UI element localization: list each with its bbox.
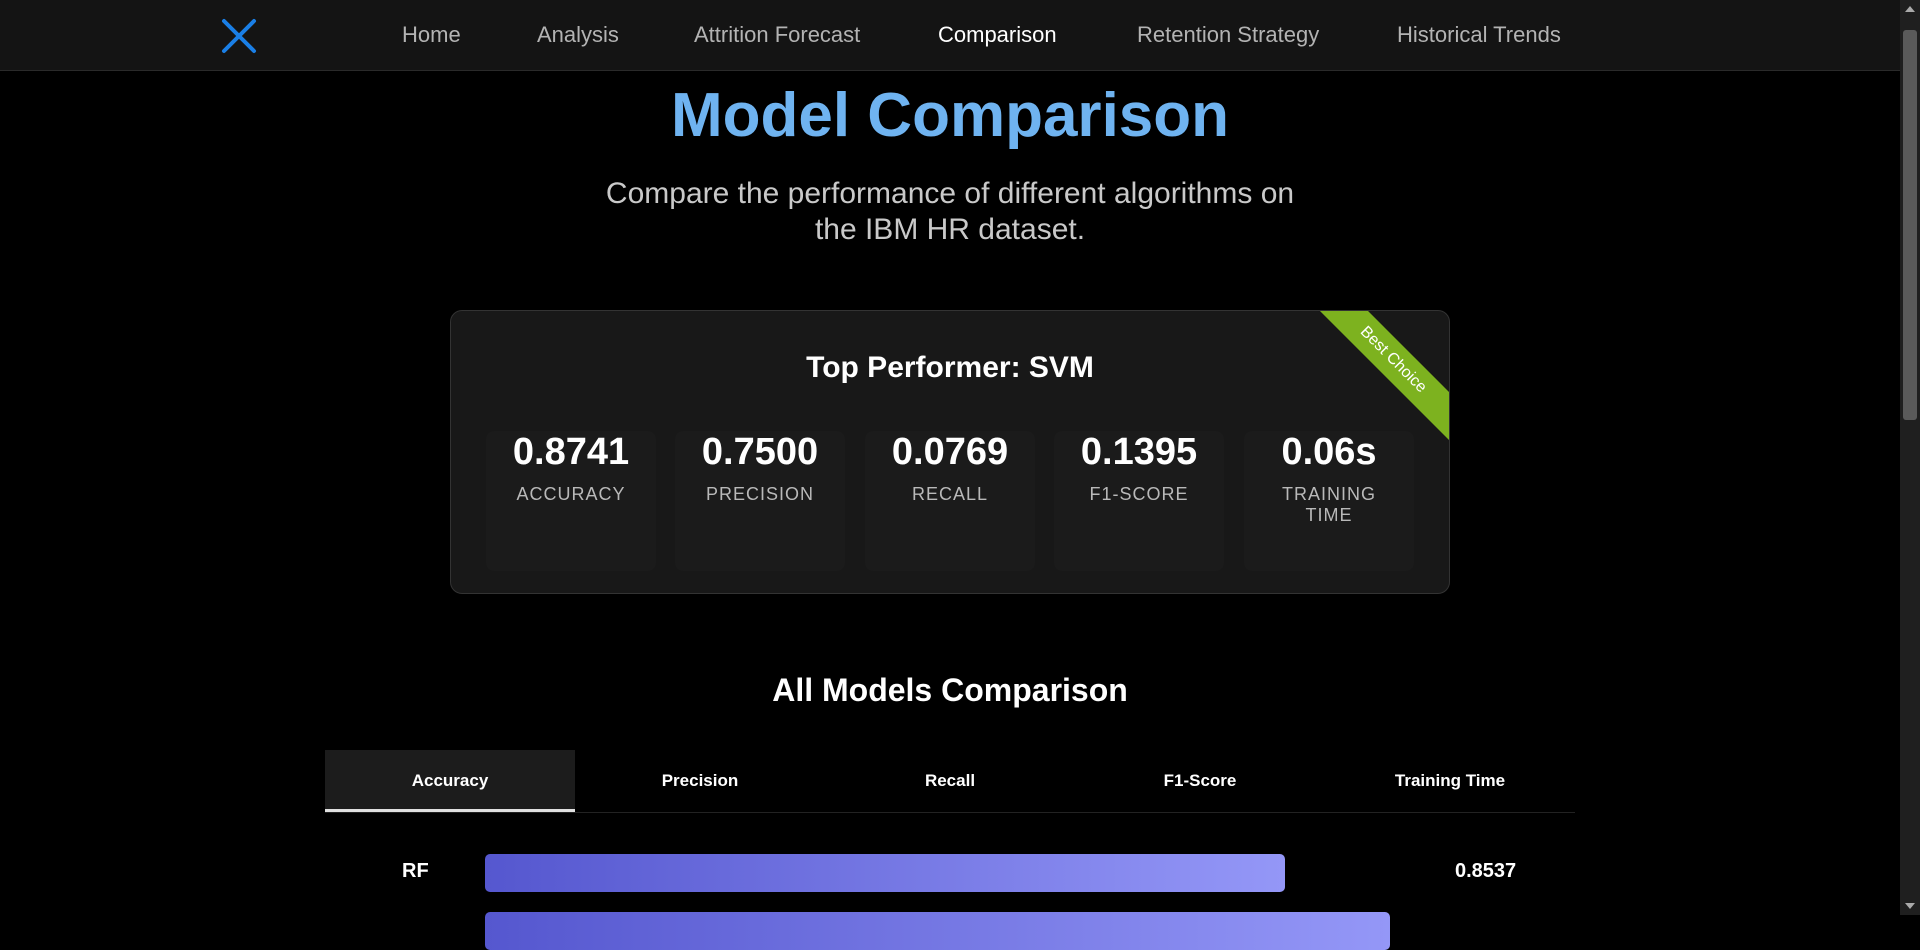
nav-link-home[interactable]: Home <box>402 22 461 47</box>
model-bar-row-rf: RF 0.8537 <box>325 852 1575 892</box>
bar-track <box>485 912 1485 950</box>
metric-tabs: Accuracy Precision Recall F1-Score Train… <box>325 750 1575 813</box>
main-nav: Home Analysis Attrition Forecast Compari… <box>0 0 1900 70</box>
nav-link-historical-trends[interactable]: Historical Trends <box>1397 22 1561 47</box>
metric-value: 0.7500 <box>701 431 819 473</box>
nav-link-attrition-forecast[interactable]: Attrition Forecast <box>694 22 861 47</box>
tab-recall[interactable]: Recall <box>924 771 976 790</box>
nav-link-retention-strategy[interactable]: Retention Strategy <box>1137 22 1320 47</box>
metric-training-time: 0.06s TRAINING TIME <box>1244 431 1414 571</box>
bar-track <box>485 854 1485 892</box>
metric-value: 0.1395 <box>1080 431 1198 473</box>
metric-label: TRAINING TIME <box>1244 484 1414 526</box>
subtitle-line-2: the IBM HR dataset. <box>814 213 1086 246</box>
metric-label: PRECISION <box>705 484 815 504</box>
page-scrollbar[interactable] <box>1900 0 1920 915</box>
accuracy-bar <box>485 912 1390 950</box>
model-bar-row-partial <box>325 910 1575 950</box>
metric-value: 0.06s <box>1281 431 1377 473</box>
metric-f1-score: 0.1395 F1-SCORE <box>1054 431 1224 571</box>
nav-link-comparison[interactable]: Comparison <box>938 22 1057 47</box>
metric-label: F1-SCORE <box>1089 484 1189 504</box>
all-models-title: All Models Comparison <box>772 672 1128 708</box>
metric-label-line-2: TIME <box>1305 505 1353 525</box>
metric-value: 0.8741 <box>512 431 630 473</box>
accuracy-bar <box>485 854 1285 892</box>
model-value: 0.8537 <box>1455 860 1517 882</box>
page-subtitle: Compare the performance of different alg… <box>560 176 1340 248</box>
scrollbar-thumb[interactable] <box>1903 30 1917 420</box>
scroll-up-icon[interactable] <box>1905 6 1915 12</box>
tab-f1-score[interactable]: F1-Score <box>1163 771 1237 790</box>
metric-label: RECALL <box>911 484 989 504</box>
top-navigation-bar: Home Analysis Attrition Forecast Compari… <box>0 0 1900 71</box>
model-name: RF <box>402 860 429 882</box>
tab-accuracy[interactable]: Accuracy <box>325 750 575 812</box>
metric-accuracy: 0.8741 ACCURACY <box>486 431 656 571</box>
top-performer-card: Best Choice Top Performer: SVM 0.8741 AC… <box>450 310 1450 594</box>
nav-link-analysis[interactable]: Analysis <box>537 22 619 47</box>
metric-label-line-1: TRAINING <box>1281 484 1376 504</box>
metric-value: 0.0769 <box>891 431 1009 473</box>
metric-label: ACCURACY <box>516 484 626 504</box>
x-logo-icon[interactable] <box>220 17 258 55</box>
page-title: Model Comparison <box>670 81 1230 150</box>
top-performer-title: Top Performer: SVM <box>806 351 1094 384</box>
scroll-down-icon[interactable] <box>1905 903 1915 909</box>
metric-recall: 0.0769 RECALL <box>865 431 1035 571</box>
subtitle-line-1: Compare the performance of different alg… <box>605 177 1295 210</box>
tab-training-time[interactable]: Training Time <box>1394 771 1506 790</box>
tab-precision[interactable]: Precision <box>661 771 739 790</box>
metric-precision: 0.7500 PRECISION <box>675 431 845 571</box>
